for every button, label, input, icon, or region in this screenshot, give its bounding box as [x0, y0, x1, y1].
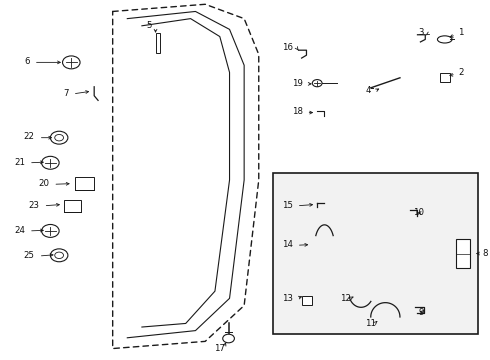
Circle shape: [42, 156, 59, 169]
Text: 1: 1: [458, 28, 464, 37]
Circle shape: [50, 131, 68, 144]
Text: 19: 19: [292, 79, 303, 88]
Text: 12: 12: [340, 294, 351, 303]
Text: 9: 9: [419, 308, 424, 317]
Text: 20: 20: [38, 179, 49, 188]
Text: 3: 3: [419, 28, 424, 37]
Circle shape: [50, 249, 68, 262]
Text: 25: 25: [24, 251, 35, 260]
Circle shape: [42, 225, 59, 237]
Text: 13: 13: [282, 294, 293, 303]
Text: 21: 21: [14, 158, 25, 167]
Text: 5: 5: [146, 21, 151, 30]
Bar: [456, 239, 469, 268]
Text: 6: 6: [24, 57, 30, 66]
Circle shape: [55, 134, 64, 141]
Text: 4: 4: [365, 86, 371, 95]
Bar: [273, 173, 478, 334]
Ellipse shape: [438, 36, 452, 43]
Bar: [440, 73, 450, 82]
Bar: [155, 33, 160, 53]
Text: 10: 10: [413, 208, 424, 217]
Bar: [74, 177, 94, 190]
Text: 24: 24: [14, 226, 25, 235]
Text: 8: 8: [483, 249, 488, 258]
Circle shape: [63, 56, 80, 69]
Text: 7: 7: [63, 89, 69, 98]
Text: 18: 18: [292, 107, 303, 116]
Text: 15: 15: [282, 201, 293, 210]
Circle shape: [55, 252, 64, 258]
Text: 23: 23: [28, 201, 40, 210]
Text: 22: 22: [24, 132, 35, 141]
Text: 2: 2: [458, 68, 464, 77]
Circle shape: [312, 80, 322, 87]
Text: 16: 16: [282, 43, 293, 52]
Bar: [302, 296, 312, 305]
Text: 11: 11: [365, 319, 376, 328]
Bar: [64, 200, 81, 212]
Circle shape: [223, 334, 234, 343]
Text: 17: 17: [214, 344, 225, 353]
Text: 14: 14: [282, 240, 293, 249]
